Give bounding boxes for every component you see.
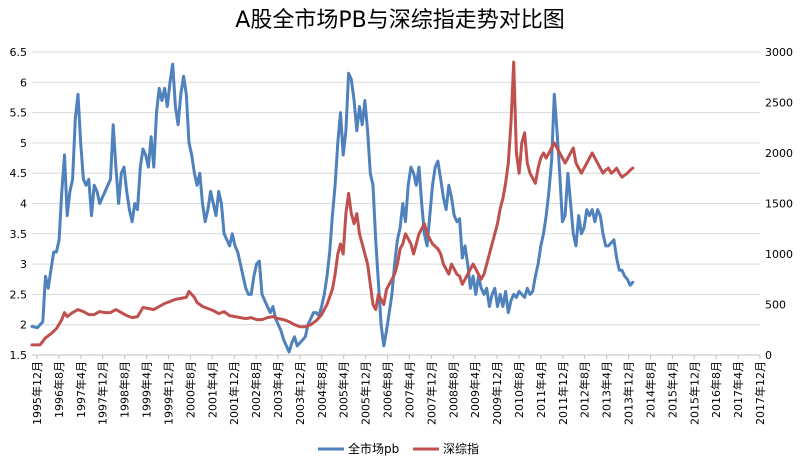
- axes: 1.5 2 2.5 3 3.5 4 4.5 5 5.5 6 6.5 0 500 1000 1500 2000 2…: [10, 46, 794, 425]
- x-axis-tick-label: 2006年8月: [381, 361, 395, 418]
- right-axis-tick-label: 1000: [765, 248, 793, 261]
- x-axis-tick-label: 1997年12月: [96, 361, 110, 425]
- right-axis-tick-label: 1500: [765, 198, 793, 211]
- x-axis-tick-label: 2017年12月: [753, 361, 767, 425]
- x-axis-tick-label: 2016年8月: [709, 361, 723, 418]
- right-axis-tick-label: 2500: [765, 97, 793, 110]
- left-axis-tick-label: 5: [20, 137, 27, 150]
- series-line-szzs: [30, 60, 635, 347]
- legend-label-pb: 全市场pb: [348, 441, 399, 456]
- x-axis-tick-label: 1996年8月: [52, 361, 66, 418]
- x-axis-tick-label: 1999年12月: [161, 361, 175, 425]
- x-axis-tick-label: 2008年8月: [446, 361, 460, 418]
- left-axis-tick-label: 1.5: [10, 349, 28, 362]
- x-axis-tick-label: 1995年12月: [30, 361, 44, 425]
- left-axis-tick-label: 2.5: [10, 288, 28, 301]
- legend: 全市场pb 深综指: [318, 441, 479, 456]
- left-axis-tick-label: 5.5: [10, 107, 28, 120]
- x-axis-tick-label: 2010年8月: [512, 361, 526, 418]
- x-axis-tick-label: 2017年4月: [731, 361, 745, 418]
- x-axis-tick-label: 2015年12月: [687, 361, 701, 425]
- x-axis-tick-label: 2002年8月: [249, 361, 263, 418]
- x-axis-tick-label: 2007年12月: [424, 361, 438, 425]
- x-axis-tick-label: 2005年4月: [337, 361, 351, 418]
- x-axis-tick-label: 2007年4月: [402, 361, 416, 418]
- left-axis-tick-label: 3: [20, 258, 27, 271]
- right-axis-tick-label: 2000: [765, 147, 793, 160]
- left-axis-tick-label: 2: [20, 319, 27, 332]
- left-axis-tick-label: 6.5: [10, 46, 28, 59]
- x-axis-tick-label: 2012年8月: [578, 361, 592, 418]
- x-axis-tick-label: 2005年12月: [359, 361, 373, 425]
- series-line-pb: [30, 62, 635, 354]
- x-axis-tick-label: 1997年4月: [74, 361, 88, 418]
- chart-title: A股全市场PB与深综指走势对比图: [235, 8, 564, 33]
- x-axis-tick-label: 1999年4月: [140, 361, 154, 418]
- x-axis-tick-label: 2001年12月: [227, 361, 241, 425]
- x-axis-tick-label: 2009年12月: [490, 361, 504, 425]
- x-axis-tick-label: 2011年4月: [534, 361, 548, 418]
- x-axis-tick-label: 2014年8月: [643, 361, 657, 418]
- right-axis-tick-label: 500: [765, 299, 786, 312]
- x-axis-tick-label: 2011年12月: [556, 361, 570, 425]
- x-axis-tick-label: 2015年4月: [665, 361, 679, 418]
- right-axis-tick-label: 3000: [765, 46, 793, 59]
- x-axis-tick-label: 2001年4月: [205, 361, 219, 418]
- legend-label-szzs: 深综指: [443, 441, 479, 456]
- left-axis-tick-label: 6: [20, 76, 27, 89]
- grid-lines: [32, 51, 760, 356]
- x-axis-tick-label: 2013年4月: [600, 361, 614, 418]
- right-axis-tick-label: 0: [765, 349, 772, 362]
- left-axis-tick-label: 3.5: [10, 228, 28, 241]
- x-axis-tick-label: 1998年8月: [118, 361, 132, 418]
- x-axis-tick-label: 2009年4月: [468, 361, 482, 418]
- left-axis-tick-label: 4: [20, 198, 27, 211]
- x-axis-tick-label: 2013年12月: [622, 361, 636, 425]
- x-axis-tick-label: 2003年4月: [271, 361, 285, 418]
- x-axis-tick-label: 2003年12月: [293, 361, 307, 425]
- left-axis-tick-label: 4.5: [10, 167, 28, 180]
- x-axis-tick-label: 2000年8月: [183, 361, 197, 418]
- series-lines: [30, 60, 635, 354]
- x-axis-tick-label: 2004年8月: [315, 361, 329, 418]
